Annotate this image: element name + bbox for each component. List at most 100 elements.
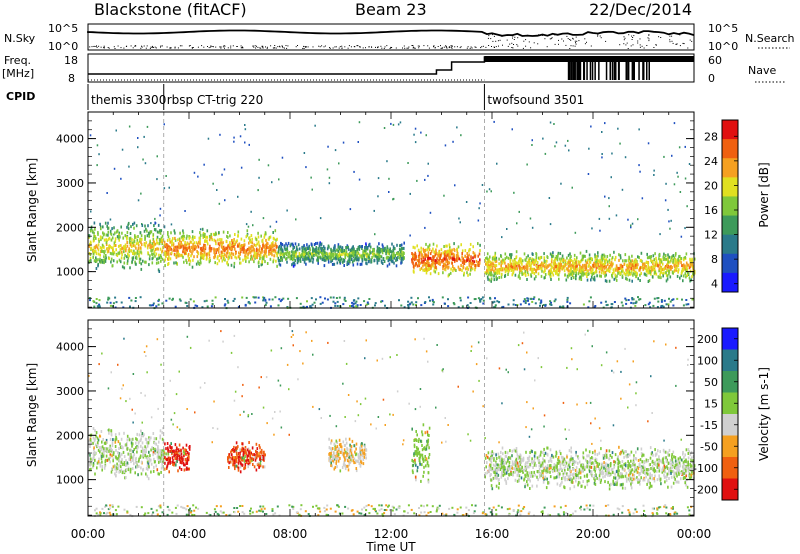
band-3-cell bbox=[456, 248, 458, 252]
band-0-cell bbox=[147, 224, 149, 228]
band-3-cell bbox=[474, 265, 477, 269]
band-4-cell bbox=[551, 255, 553, 258]
band-0-cell bbox=[140, 241, 142, 245]
scatter-cell bbox=[170, 418, 173, 421]
band-1-cell bbox=[258, 249, 261, 253]
scatter-cell bbox=[117, 363, 119, 366]
colorbar-swatch bbox=[722, 139, 738, 159]
freq-frame bbox=[87, 53, 695, 83]
freq-spike bbox=[631, 56, 634, 80]
scatter-cell bbox=[332, 296, 335, 299]
scatter-cell bbox=[403, 306, 406, 309]
scatter-cell bbox=[240, 166, 243, 169]
scatter-cell bbox=[425, 350, 428, 353]
scatter-cell bbox=[671, 154, 673, 157]
scatter-cell bbox=[109, 218, 112, 221]
band-1-cell bbox=[245, 235, 248, 239]
scatter-cell bbox=[540, 366, 543, 369]
scatter-cell bbox=[447, 298, 449, 301]
band-3-cell bbox=[430, 249, 433, 253]
band-2-cell bbox=[325, 255, 328, 259]
band-1-cell bbox=[193, 241, 195, 245]
band-0-cell bbox=[108, 236, 111, 240]
scatter-cell bbox=[454, 184, 456, 187]
band-0-cell bbox=[111, 236, 114, 240]
band-4-cell bbox=[536, 267, 539, 271]
band-1-cell bbox=[210, 247, 212, 250]
band-2-cell bbox=[393, 254, 396, 258]
band-3-cell bbox=[469, 272, 471, 276]
band-1-cell bbox=[249, 257, 252, 261]
band-3-cell bbox=[439, 261, 441, 264]
scatter-cell bbox=[533, 296, 536, 299]
scatter-cell bbox=[364, 397, 367, 400]
nsearch-dot bbox=[302, 47, 304, 49]
band-1-cell bbox=[233, 245, 235, 248]
band-0-cell bbox=[97, 231, 99, 235]
band-4-cell bbox=[551, 265, 553, 269]
band-4-cell bbox=[486, 261, 488, 265]
scatter-cell bbox=[553, 123, 555, 125]
band-3-cell bbox=[444, 252, 446, 256]
scatter-cell bbox=[518, 210, 520, 213]
band-4-cell bbox=[590, 275, 593, 279]
scatter-cell bbox=[470, 350, 472, 352]
band-0-cell bbox=[137, 243, 140, 247]
scatter-cell bbox=[140, 506, 143, 509]
scatter-cell bbox=[601, 153, 603, 155]
band-2-cell bbox=[318, 244, 321, 248]
band-0-cell bbox=[146, 229, 148, 233]
scatter-cell bbox=[282, 297, 285, 300]
band-1-cell bbox=[268, 249, 270, 253]
scatter-cell bbox=[140, 192, 142, 195]
scatter-cell bbox=[368, 298, 371, 300]
band-2-cell bbox=[298, 253, 301, 257]
scatter-cell bbox=[562, 511, 565, 514]
nsearch-dot bbox=[210, 45, 212, 47]
band-2-cell bbox=[303, 260, 306, 264]
scatter-cell bbox=[442, 370, 444, 373]
band-4-cell bbox=[554, 269, 557, 273]
scatter-cell bbox=[159, 504, 162, 507]
band-1-cell bbox=[220, 238, 223, 242]
band-4-cell bbox=[543, 268, 546, 272]
band-4-cell bbox=[550, 274, 552, 278]
scatter-cell bbox=[389, 509, 392, 512]
band-4-cell bbox=[662, 255, 665, 259]
band-1-cell bbox=[197, 242, 199, 246]
band-1-cell bbox=[227, 249, 229, 253]
band-1-cell bbox=[186, 234, 188, 238]
scatter-cell bbox=[194, 411, 196, 414]
band-4-cell bbox=[608, 270, 611, 273]
scatter-cell bbox=[88, 374, 90, 377]
band-4-cell bbox=[493, 257, 496, 261]
cpid-panel: CPID themis 3300 rbsp CT-trig 220 twofsoun… bbox=[6, 84, 584, 110]
band-0-cell bbox=[100, 258, 103, 262]
nsearch-dot bbox=[273, 47, 275, 49]
band-2-cell bbox=[319, 250, 322, 254]
band-4-cell bbox=[666, 265, 669, 269]
band-4-cell bbox=[691, 275, 693, 279]
colorbar-swatch bbox=[722, 234, 738, 255]
band-4-cell bbox=[556, 271, 558, 275]
band-2-cell bbox=[341, 249, 344, 253]
band-2-cell bbox=[286, 246, 288, 250]
scatter-cell bbox=[680, 235, 683, 238]
nsearch-dot bbox=[208, 47, 210, 49]
band-0-cell bbox=[134, 251, 137, 255]
band-4-cell bbox=[573, 261, 576, 265]
band-3-cell bbox=[425, 242, 427, 246]
scatter-cell bbox=[407, 304, 410, 306]
scatter-cell bbox=[688, 509, 691, 512]
colorbar-swatch bbox=[722, 196, 738, 217]
band-4-cell bbox=[640, 251, 643, 255]
band-3-cell bbox=[439, 253, 442, 257]
scatter-cell bbox=[453, 303, 456, 306]
scatter-cell bbox=[275, 220, 278, 223]
scatter-cell bbox=[89, 299, 91, 302]
band-4-cell bbox=[601, 258, 604, 262]
band-0-cell bbox=[154, 228, 157, 232]
nsearch-dot bbox=[691, 40, 693, 42]
band-4-cell bbox=[651, 268, 653, 272]
band-0-cell bbox=[119, 248, 122, 251]
